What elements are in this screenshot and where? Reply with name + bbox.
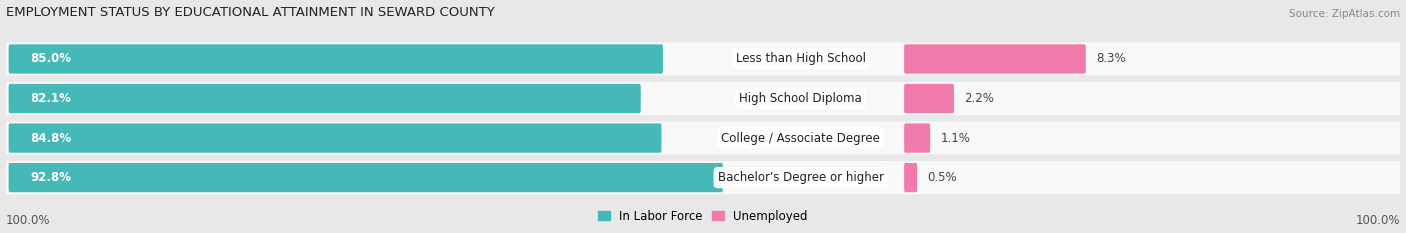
Text: Source: ZipAtlas.com: Source: ZipAtlas.com [1289,9,1400,19]
FancyBboxPatch shape [8,123,661,153]
Text: 1.1%: 1.1% [941,132,970,144]
FancyBboxPatch shape [904,44,1085,74]
Text: 84.8%: 84.8% [31,132,72,144]
FancyBboxPatch shape [8,44,664,74]
FancyBboxPatch shape [6,82,1400,115]
Text: 2.2%: 2.2% [965,92,994,105]
Text: 82.1%: 82.1% [31,92,72,105]
FancyBboxPatch shape [6,121,1400,155]
Text: College / Associate Degree: College / Associate Degree [721,132,880,144]
Text: 100.0%: 100.0% [6,214,51,227]
Legend: In Labor Force, Unemployed: In Labor Force, Unemployed [598,210,808,223]
Text: 100.0%: 100.0% [1355,214,1400,227]
Text: 0.5%: 0.5% [927,171,957,184]
Text: 8.3%: 8.3% [1095,52,1125,65]
Text: 92.8%: 92.8% [31,171,72,184]
Text: EMPLOYMENT STATUS BY EDUCATIONAL ATTAINMENT IN SEWARD COUNTY: EMPLOYMENT STATUS BY EDUCATIONAL ATTAINM… [6,6,495,19]
Text: 85.0%: 85.0% [31,52,72,65]
FancyBboxPatch shape [904,123,931,153]
FancyBboxPatch shape [8,84,641,113]
Text: High School Diploma: High School Diploma [740,92,862,105]
FancyBboxPatch shape [6,161,1400,194]
FancyBboxPatch shape [904,163,917,192]
Text: Less than High School: Less than High School [735,52,866,65]
FancyBboxPatch shape [8,163,723,192]
Text: Bachelor's Degree or higher: Bachelor's Degree or higher [717,171,883,184]
FancyBboxPatch shape [6,42,1400,75]
FancyBboxPatch shape [904,84,953,113]
